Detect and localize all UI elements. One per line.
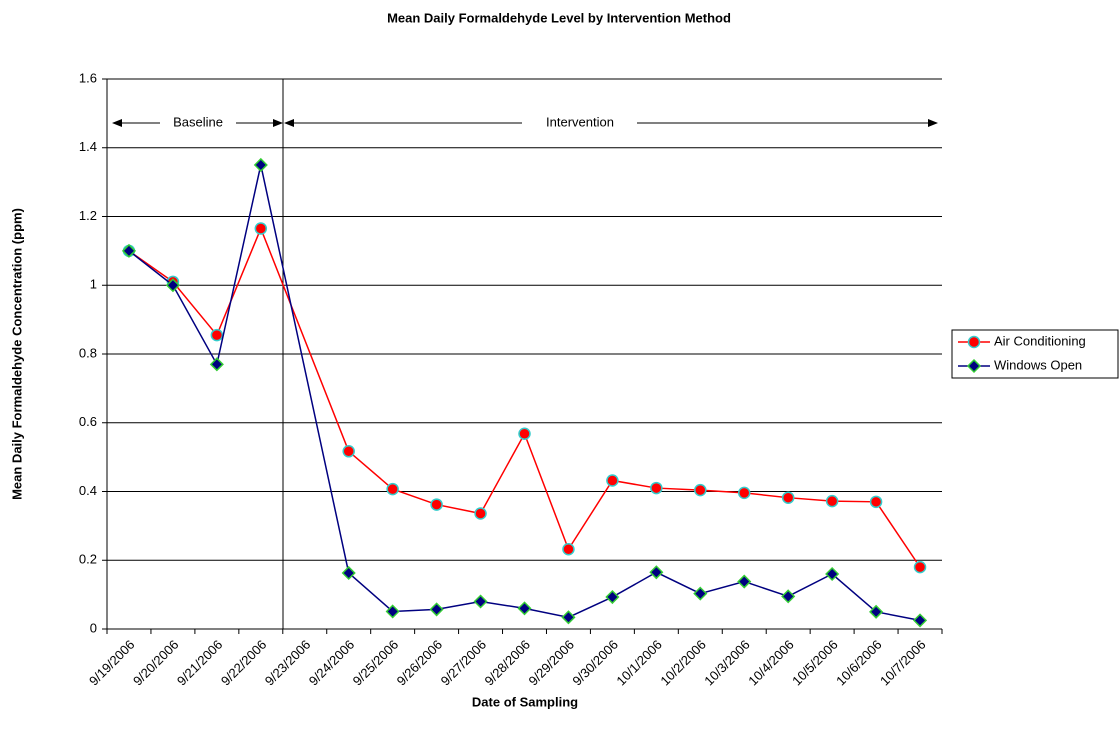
y-tick-label: 0.4: [79, 483, 97, 498]
series-line: [128, 226, 921, 568]
marker: [737, 486, 751, 500]
x-tick-label: 10/5/2006: [789, 637, 841, 689]
marker: [649, 565, 664, 580]
x-tick-label: 9/26/2006: [394, 637, 446, 689]
marker: [650, 481, 663, 495]
x-tick-label: 10/3/2006: [701, 637, 753, 689]
y-tick-label: 0.8: [79, 345, 97, 360]
x-tick-label: 10/7/2006: [877, 637, 929, 689]
marker: [517, 601, 532, 616]
marker: [693, 586, 708, 601]
x-axis-title: Date of Sampling: [472, 694, 578, 709]
marker: [518, 427, 531, 440]
legend-marker: [966, 358, 982, 374]
legend-label: Air Conditioning: [994, 333, 1086, 348]
marker: [781, 589, 796, 604]
x-tick-label: 9/20/2006: [130, 637, 182, 689]
marker: [694, 483, 707, 497]
series-line: [128, 164, 921, 622]
marker: [341, 565, 356, 581]
x-tick-label: 9/21/2006: [174, 637, 226, 689]
x-tick-label: 9/25/2006: [350, 637, 402, 689]
marker: [473, 594, 488, 609]
marker: [121, 243, 137, 258]
marker: [210, 328, 224, 342]
y-tick-label: 0.2: [79, 552, 97, 567]
y-tick-label: 1.2: [79, 208, 97, 223]
x-tick-label: 9/29/2006: [525, 637, 577, 689]
x-tick-label: 10/1/2006: [613, 637, 665, 689]
marker: [429, 602, 444, 617]
x-tick-label: 9/28/2006: [482, 637, 534, 689]
marker: [430, 498, 443, 511]
x-tick-label: 9/23/2006: [262, 637, 314, 689]
x-tick-label: 9/27/2006: [438, 637, 490, 689]
x-tick-label: 10/6/2006: [833, 637, 885, 689]
marker: [869, 604, 884, 619]
marker: [254, 222, 268, 235]
annotation: Intervention: [546, 114, 614, 129]
legend-box: [951, 329, 1119, 379]
y-tick-label: 1: [90, 277, 97, 292]
legend-label: Windows Open: [994, 357, 1082, 372]
marker: [474, 507, 487, 520]
x-tick-label: 9/22/2006: [218, 637, 270, 689]
y-tick-label: 0.6: [79, 414, 97, 429]
y-tick-label: 1.6: [79, 70, 97, 85]
legend-marker: [967, 335, 981, 349]
x-tick-label: 9/30/2006: [569, 637, 621, 689]
marker: [606, 474, 619, 487]
marker: [209, 357, 224, 372]
marker: [913, 560, 927, 574]
marker: [562, 543, 575, 556]
marker: [737, 574, 752, 589]
marker: [825, 494, 839, 508]
annotation: Baseline: [173, 114, 223, 129]
x-tick-label: 9/19/2006: [86, 637, 138, 689]
y-axis-title: Mean Daily Formaldehyde Concentration (p…: [9, 208, 24, 500]
y-tick-label: 1.4: [79, 139, 97, 154]
marker: [605, 589, 620, 605]
marker: [165, 278, 180, 293]
marker: [869, 495, 883, 509]
marker: [825, 566, 840, 582]
x-tick-label: 9/24/2006: [306, 637, 358, 689]
marker: [253, 157, 268, 172]
marker: [342, 445, 355, 458]
y-tick-label: 0: [90, 620, 97, 635]
chart-title: Mean Daily Formaldehyde Level by Interve…: [387, 10, 731, 25]
marker: [561, 610, 576, 625]
x-tick-label: 10/4/2006: [745, 637, 797, 689]
marker: [912, 613, 928, 628]
x-tick-label: 10/2/2006: [657, 637, 709, 689]
marker: [386, 482, 399, 496]
marker: [385, 604, 400, 619]
marker: [781, 491, 795, 504]
